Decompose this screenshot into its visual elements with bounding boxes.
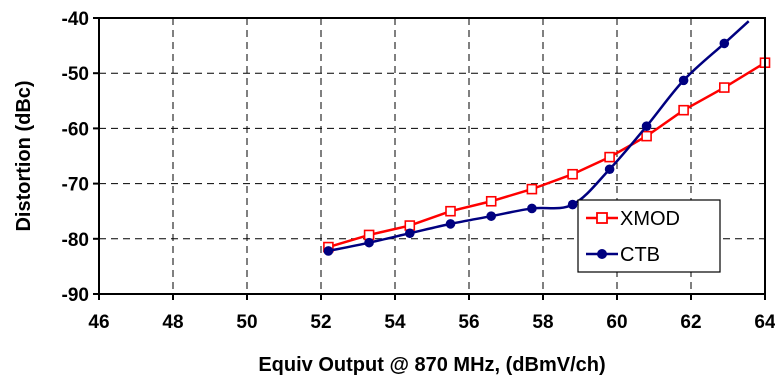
data-point-xmod xyxy=(678,104,689,116)
data-point-ctb xyxy=(445,219,456,229)
x-tick-label: 60 xyxy=(606,312,627,333)
series-line-xmod xyxy=(328,61,765,249)
data-point-ctb xyxy=(719,38,730,49)
x-tick-label: 52 xyxy=(310,312,331,333)
x-tick-label: 62 xyxy=(680,312,701,333)
series-ctb xyxy=(323,20,750,256)
data-point-ctb xyxy=(567,199,578,210)
data-point-ctb xyxy=(486,211,497,221)
data-point-ctb xyxy=(364,237,374,248)
legend-box xyxy=(577,199,721,273)
x-tick-label: 50 xyxy=(236,312,257,333)
x-axis-label: Equiv Output @ 870 MHz, (dBmV/ch) xyxy=(258,354,605,376)
x-tick-label: 48 xyxy=(162,312,183,333)
data-point-xmod xyxy=(485,195,497,207)
data-point-xmod xyxy=(526,183,538,195)
legend-ctb-marker xyxy=(597,249,607,259)
tick-labels: 46 48 50 52 54 56 58 60 62 64 -40 -50 -60 -70 -80 -90 xyxy=(62,9,775,333)
data-point-ctb xyxy=(678,75,689,86)
data-point-xmod xyxy=(445,205,456,217)
x-tick-label: 56 xyxy=(458,312,479,333)
legend-xmod-label: XMOD xyxy=(620,208,680,230)
y-tick-label: -50 xyxy=(62,64,89,85)
x-tick-label: 64 xyxy=(754,312,775,333)
plot-area-frame xyxy=(98,17,766,295)
data-point-ctb xyxy=(405,228,415,239)
data-point-xmod xyxy=(604,151,615,163)
data-point-xmod xyxy=(567,168,578,180)
x-tick-label: 58 xyxy=(532,312,553,333)
data-point-ctb xyxy=(527,203,537,214)
data-point-ctb xyxy=(323,246,334,256)
data-point-ctb xyxy=(604,164,615,175)
x-tick-label: 54 xyxy=(384,312,406,333)
data-point-ctb xyxy=(641,121,652,131)
y-tick-label: -90 xyxy=(62,285,89,306)
data-point-xmod xyxy=(641,130,652,142)
x-tick-label: 46 xyxy=(88,312,109,333)
y-tick-label: -60 xyxy=(62,119,89,140)
y-tick-label: -70 xyxy=(62,175,89,196)
legend-ctb-label: CTB xyxy=(620,244,660,266)
legend-xmod-marker xyxy=(596,212,608,224)
data-point-xmod xyxy=(718,82,730,93)
series-layer xyxy=(323,20,771,256)
y-axis-label: Distortion (dBc) xyxy=(13,80,35,231)
legend: XMOD CTB xyxy=(577,199,721,273)
y-tick-label: -80 xyxy=(62,230,89,251)
y-tick-label: -40 xyxy=(62,9,89,30)
